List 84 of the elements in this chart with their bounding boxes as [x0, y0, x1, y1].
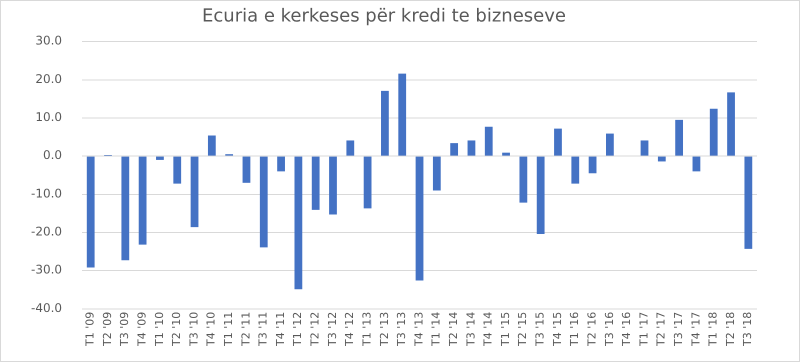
- bar: [364, 156, 372, 208]
- bar: [86, 156, 95, 268]
- y-tick-label: 30.0: [35, 34, 62, 48]
- x-tick-label: T3 '17: [672, 312, 685, 348]
- bar: [173, 156, 182, 184]
- x-tick-label: T4 '16: [620, 312, 634, 348]
- x-tick-label: T4 '09: [135, 312, 148, 348]
- x-tick-label: T4 '12: [343, 312, 356, 348]
- x-tick-label: T1 '10: [152, 312, 166, 348]
- bar: [312, 156, 320, 210]
- bar: [432, 156, 441, 190]
- bar: [502, 152, 510, 156]
- x-tick-label: T2 '12: [308, 312, 322, 348]
- y-tick-label: -20.0: [30, 224, 62, 239]
- x-tick-label: T1 '09: [84, 312, 97, 348]
- bar: [484, 126, 493, 156]
- chart-title: Ecuria e kerkeses për kredi te bizneseve: [202, 5, 566, 26]
- bar: [329, 156, 337, 214]
- bar: [727, 92, 735, 156]
- bar: [640, 140, 648, 156]
- y-tick-label: -40.0: [30, 300, 62, 315]
- bar: [692, 156, 700, 172]
- bar: [554, 128, 562, 156]
- x-tick-label: T2 '17: [654, 312, 668, 348]
- x-tick-label: T2 '15: [516, 312, 530, 348]
- bar: [571, 156, 580, 184]
- x-tick-label: T1 '15: [498, 312, 512, 348]
- bar: [675, 120, 684, 156]
- x-tick-label: T2 '11: [239, 312, 252, 348]
- x-tick-label: T4 '17: [689, 312, 702, 348]
- bar: [121, 156, 130, 260]
- bar: [588, 156, 596, 174]
- bar: [346, 140, 354, 156]
- x-tick-label: T1 '14: [430, 312, 443, 348]
- x-tick-label: T3 '12: [326, 312, 339, 348]
- x-tick-label: T2 '10: [170, 312, 184, 348]
- x-tick-label: T1 '13: [360, 312, 374, 348]
- y-tick-label: 10.0: [35, 110, 62, 124]
- bar: [450, 143, 458, 156]
- y-tick-label: -10.0: [30, 186, 62, 200]
- x-tick-label: T2 '16: [585, 312, 598, 348]
- x-tick-label: T4 '10: [204, 312, 218, 348]
- y-tick-label: 20.0: [35, 72, 62, 86]
- bar: [744, 156, 752, 249]
- bar: [606, 134, 614, 156]
- bar: [190, 156, 198, 228]
- x-tick-label: T2 '18: [724, 312, 737, 348]
- bar: [277, 156, 285, 172]
- bar: [468, 140, 476, 156]
- x-tick-label: T3 '13: [395, 312, 408, 348]
- x-tick-label: T4 '11: [274, 312, 287, 348]
- x-tick-label: T1 '12: [291, 312, 304, 348]
- x-tick-label: T4 '14: [482, 312, 495, 348]
- x-tick-label: T3 '10: [187, 312, 200, 348]
- bar: [294, 156, 302, 290]
- bar: [398, 74, 406, 156]
- bar: [260, 156, 268, 248]
- bar: [536, 156, 545, 234]
- x-tick-label: T3 '09: [118, 312, 132, 348]
- x-tick-label: T3 '15: [534, 312, 547, 348]
- bar: [138, 156, 147, 245]
- x-tick-label: T3 '11: [256, 312, 270, 348]
- x-tick-label: T2 '14: [446, 312, 460, 348]
- x-tick-label: T4 '15: [550, 312, 564, 348]
- x-tick-label: T3 '18: [741, 312, 754, 348]
- x-tick-label: T1 '16: [568, 312, 582, 348]
- bar: [658, 156, 666, 162]
- x-tick-label: T3 '14: [464, 312, 478, 348]
- bar: [156, 156, 164, 160]
- x-tick-label: T1 '11: [222, 312, 236, 348]
- x-tick-label: T2 '13: [378, 312, 391, 348]
- x-tick-label: T3 '16: [602, 312, 616, 348]
- bar: [710, 108, 718, 156]
- x-tick-label: T2 '09: [100, 312, 114, 348]
- y-tick-label: -30.0: [30, 262, 62, 277]
- bar: [416, 156, 424, 281]
- x-tick-label: T4 '13: [412, 312, 426, 348]
- bar: [208, 135, 216, 156]
- bar: [381, 90, 389, 156]
- y-tick-label: 0.0: [42, 148, 62, 162]
- x-tick-label: T1 '18: [706, 312, 720, 348]
- x-tick-label: T1 '17: [637, 312, 650, 348]
- bar: [519, 156, 528, 203]
- bar: [242, 156, 250, 183]
